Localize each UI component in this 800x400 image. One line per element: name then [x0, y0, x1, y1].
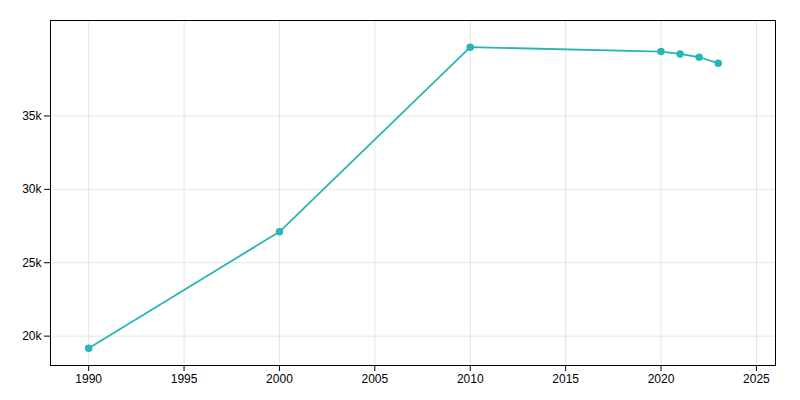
svg-text:25k: 25k — [22, 256, 42, 270]
svg-text:30k: 30k — [22, 182, 42, 196]
svg-text:2000: 2000 — [266, 372, 293, 386]
svg-text:2005: 2005 — [361, 372, 388, 386]
svg-text:2020: 2020 — [648, 372, 675, 386]
svg-text:20k: 20k — [22, 329, 42, 343]
svg-text:2025: 2025 — [743, 372, 770, 386]
svg-text:1995: 1995 — [171, 372, 198, 386]
svg-text:1990: 1990 — [75, 372, 102, 386]
svg-text:35k: 35k — [22, 109, 42, 123]
svg-text:2015: 2015 — [552, 372, 579, 386]
svg-text:2010: 2010 — [457, 372, 484, 386]
